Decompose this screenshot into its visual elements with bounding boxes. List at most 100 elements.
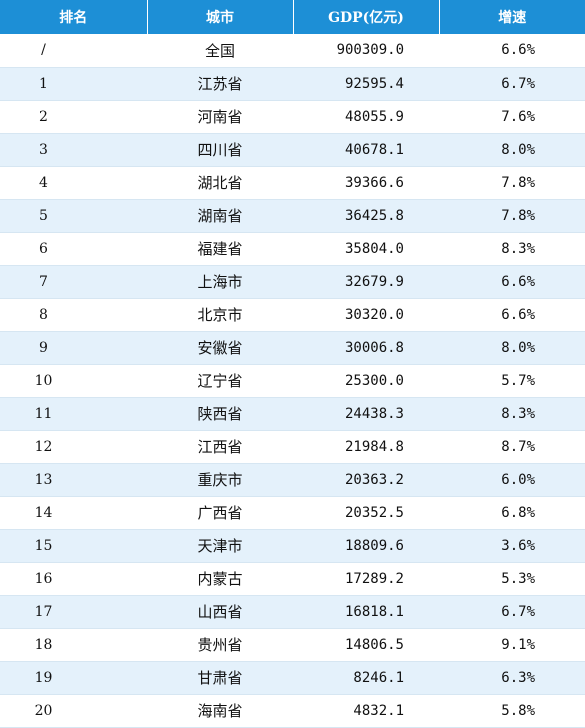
gdp-cell: 36425.8	[293, 199, 439, 233]
rate-cell: 5.3%	[439, 562, 585, 596]
table-row: 3 四川省 40678.1 8.0%	[0, 133, 585, 167]
gdp-cell: 4832.1	[293, 694, 439, 728]
table-row: 15 天津市 18809.6 3.6%	[0, 529, 585, 563]
table-row: 18 贵州省 14806.5 9.1%	[0, 628, 585, 662]
rank-cell: 10	[0, 364, 147, 398]
gdp-cell: 30006.8	[293, 331, 439, 365]
rank-cell: 18	[0, 628, 147, 662]
table-row: 20 海南省 4832.1 5.8%	[0, 694, 585, 728]
rate-cell: 5.8%	[439, 694, 585, 728]
gdp-cell: 92595.4	[293, 67, 439, 101]
rank-cell: 17	[0, 595, 147, 629]
gdp-cell: 17289.2	[293, 562, 439, 596]
table-row: 5 湖南省 36425.8 7.8%	[0, 199, 585, 233]
city-cell: 重庆市	[147, 463, 293, 497]
rank-cell: 20	[0, 694, 147, 728]
gdp-cell: 39366.6	[293, 166, 439, 200]
rank-cell: 1	[0, 67, 147, 101]
city-cell: 陕西省	[147, 397, 293, 431]
table-row: 6 福建省 35804.0 8.3%	[0, 232, 585, 266]
city-cell: 广西省	[147, 496, 293, 530]
rank-cell: 13	[0, 463, 147, 497]
gdp-cell: 40678.1	[293, 133, 439, 167]
rate-cell: 6.7%	[439, 595, 585, 629]
city-cell: 海南省	[147, 694, 293, 728]
city-cell: 四川省	[147, 133, 293, 167]
city-cell: 江苏省	[147, 67, 293, 101]
rate-cell: 6.8%	[439, 496, 585, 530]
table-row: 19 甘肃省 8246.1 6.3%	[0, 661, 585, 695]
city-cell: 内蒙古	[147, 562, 293, 596]
table-row: 4 湖北省 39366.6 7.8%	[0, 166, 585, 200]
rate-cell: 3.6%	[439, 529, 585, 563]
city-cell: 安徽省	[147, 331, 293, 365]
table-row: 17 山西省 16818.1 6.7%	[0, 595, 585, 629]
rank-cell: 3	[0, 133, 147, 167]
table-row: / 全国 900309.0 6.6%	[0, 34, 585, 68]
rank-cell: /	[0, 34, 147, 68]
rank-cell: 7	[0, 265, 147, 299]
rank-cell: 6	[0, 232, 147, 266]
gdp-cell: 25300.0	[293, 364, 439, 398]
rate-cell: 6.6%	[439, 298, 585, 332]
gdp-cell: 35804.0	[293, 232, 439, 266]
table-row: 14 广西省 20352.5 6.8%	[0, 496, 585, 530]
gdp-cell: 8246.1	[293, 661, 439, 695]
rank-cell: 12	[0, 430, 147, 464]
table-row: 16 内蒙古 17289.2 5.3%	[0, 562, 585, 596]
city-cell: 上海市	[147, 265, 293, 299]
table-row: 8 北京市 30320.0 6.6%	[0, 298, 585, 332]
rank-cell: 8	[0, 298, 147, 332]
city-cell: 福建省	[147, 232, 293, 266]
rate-cell: 7.6%	[439, 100, 585, 134]
gdp-cell: 32679.9	[293, 265, 439, 299]
rank-cell: 14	[0, 496, 147, 530]
gdp-cell: 24438.3	[293, 397, 439, 431]
rank-cell: 2	[0, 100, 147, 134]
table-row: 10 辽宁省 25300.0 5.7%	[0, 364, 585, 398]
city-cell: 山西省	[147, 595, 293, 629]
rate-cell: 9.1%	[439, 628, 585, 662]
table-body: / 全国 900309.0 6.6% 1 江苏省 92595.4 6.7% 2 河南省 4805…	[0, 34, 585, 728]
gdp-cell: 16818.1	[293, 595, 439, 629]
table-row: 2 河南省 48055.9 7.6%	[0, 100, 585, 134]
rate-cell: 6.6%	[439, 34, 585, 68]
rate-cell: 6.7%	[439, 67, 585, 101]
table-row: 1 江苏省 92595.4 6.7%	[0, 67, 585, 101]
rate-cell: 6.3%	[439, 661, 585, 695]
rate-cell: 6.0%	[439, 463, 585, 497]
table-row: 13 重庆市 20363.2 6.0%	[0, 463, 585, 497]
rank-cell: 4	[0, 166, 147, 200]
rate-cell: 8.3%	[439, 397, 585, 431]
gdp-cell: 20363.2	[293, 463, 439, 497]
rank-cell: 16	[0, 562, 147, 596]
table-row: 11 陕西省 24438.3 8.3%	[0, 397, 585, 431]
rate-cell: 8.7%	[439, 430, 585, 464]
city-cell: 河南省	[147, 100, 293, 134]
rate-cell: 7.8%	[439, 199, 585, 233]
gdp-cell: 14806.5	[293, 628, 439, 662]
city-cell: 全国	[147, 34, 293, 68]
city-cell: 湖南省	[147, 199, 293, 233]
rate-cell: 8.3%	[439, 232, 585, 266]
table-row: 12 江西省 21984.8 8.7%	[0, 430, 585, 464]
city-cell: 江西省	[147, 430, 293, 464]
rank-cell: 9	[0, 331, 147, 365]
rate-cell: 7.8%	[439, 166, 585, 200]
city-cell: 贵州省	[147, 628, 293, 662]
city-cell: 北京市	[147, 298, 293, 332]
header-rank: 排名	[0, 0, 148, 34]
header-city: 城市	[147, 0, 294, 34]
rate-cell: 5.7%	[439, 364, 585, 398]
rate-cell: 6.6%	[439, 265, 585, 299]
rate-cell: 8.0%	[439, 133, 585, 167]
gdp-cell: 20352.5	[293, 496, 439, 530]
header-rate: 增速	[498, 10, 527, 26]
gdp-cell: 21984.8	[293, 430, 439, 464]
table-row: 9 安徽省 30006.8 8.0%	[0, 331, 585, 365]
header-row: 排名 城市 GDP(亿元) 增速	[0, 0, 585, 34]
gdp-cell: 48055.9	[293, 100, 439, 134]
city-cell: 湖北省	[147, 166, 293, 200]
